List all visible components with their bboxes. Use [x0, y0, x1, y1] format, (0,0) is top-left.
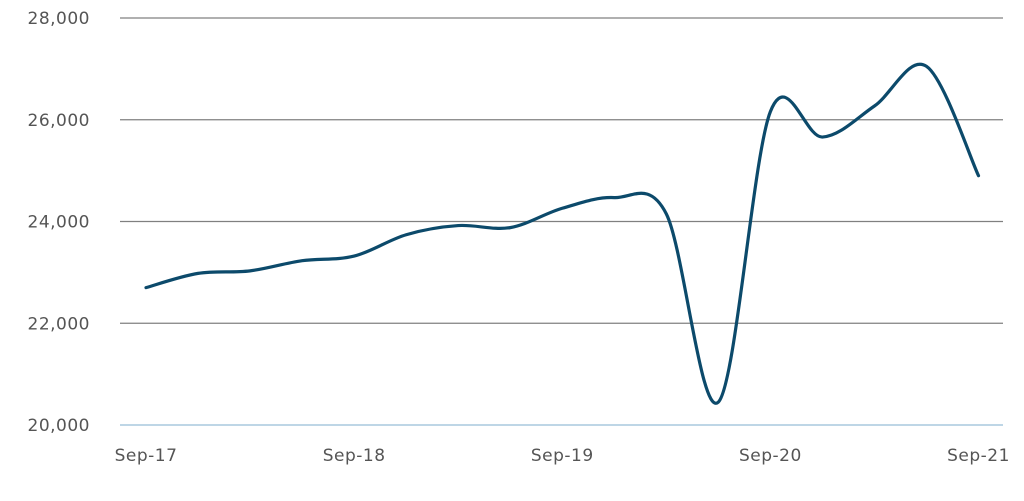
x-tick-label: Sep-21 [947, 446, 1010, 466]
x-axis-tick-labels: Sep-17 Sep-18 Sep-19 Sep-20 Sep-21 [115, 446, 1010, 466]
gridlines [120, 17, 1003, 426]
y-tick-label: 26,000 [28, 111, 90, 131]
y-tick-label: 24,000 [28, 213, 90, 233]
y-tick-label: 22,000 [28, 314, 90, 334]
y-axis-tick-labels: 20,000 22,000 24,000 26,000 28,000 [28, 9, 90, 436]
x-tick-label: Sep-17 [115, 446, 178, 466]
x-tick-label: Sep-19 [531, 446, 594, 466]
series-layer [144, 62, 981, 405]
series-line [144, 62, 981, 405]
x-tick-label: Sep-18 [323, 446, 386, 466]
x-tick-label: Sep-20 [739, 446, 802, 466]
y-tick-label: 28,000 [28, 9, 90, 29]
y-tick-label: 20,000 [28, 416, 90, 436]
